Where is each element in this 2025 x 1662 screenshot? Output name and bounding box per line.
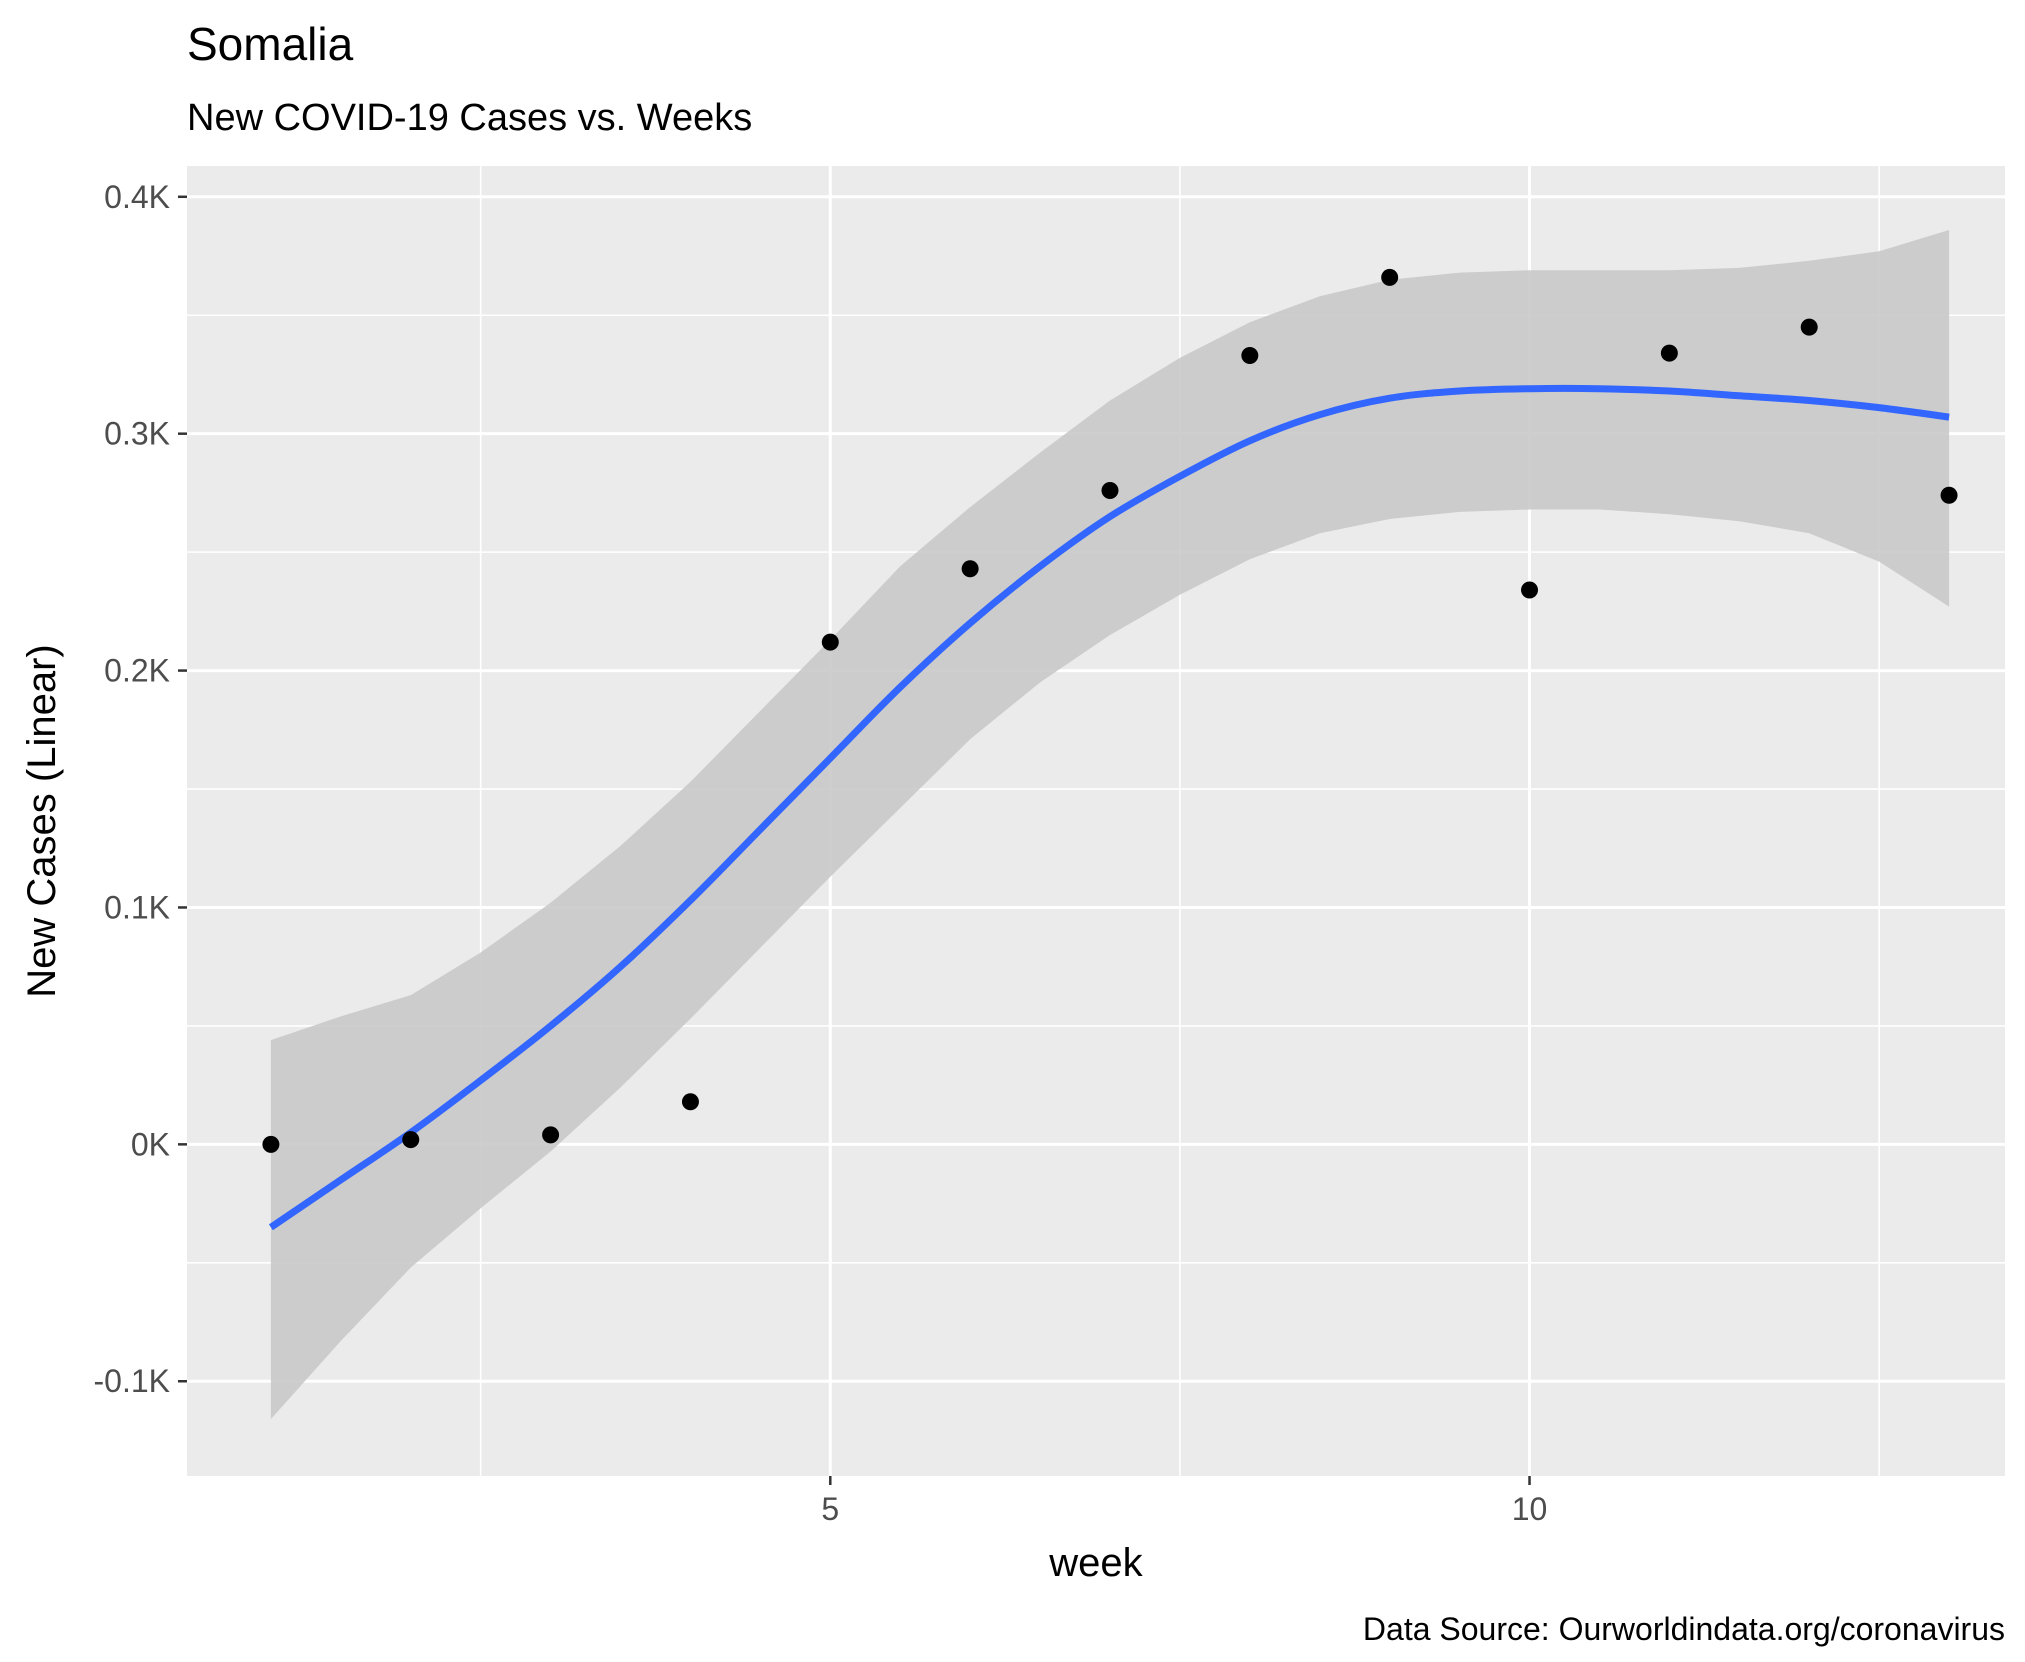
x-axis: 5 10 xyxy=(821,1476,1547,1527)
chart-title: Somalia xyxy=(187,18,354,70)
y-tick-label: 0.1K xyxy=(104,889,170,925)
data-point xyxy=(542,1126,560,1144)
chart-caption: Data Source: Ourworldindata.org/coronavi… xyxy=(1363,1611,2005,1647)
y-tick-label: 0.3K xyxy=(104,416,170,452)
x-tick-label: 5 xyxy=(821,1491,839,1527)
data-point xyxy=(1660,344,1678,362)
data-point xyxy=(1800,318,1818,336)
data-point xyxy=(961,560,979,578)
y-tick-label: 0K xyxy=(131,1126,170,1162)
x-axis-title: week xyxy=(1048,1541,1143,1585)
smooth-line xyxy=(268,384,1950,1231)
y-axis-title: New Cases (Linear) xyxy=(20,644,64,997)
data-point xyxy=(1521,581,1539,599)
data-point xyxy=(821,633,839,651)
data-point xyxy=(681,1093,699,1111)
chart-subtitle: New COVID-19 Cases vs. Weeks xyxy=(187,97,752,139)
y-axis: -0.1K 0K 0.1K 0.2K 0.3K 0.4K xyxy=(94,179,187,1399)
data-point xyxy=(1101,482,1119,500)
data-point xyxy=(1381,268,1399,286)
y-tick-label: 0.4K xyxy=(104,179,170,215)
data-point xyxy=(262,1135,280,1153)
y-tick-label: -0.1K xyxy=(94,1363,170,1399)
confidence-ribbon xyxy=(270,230,1950,1420)
x-tick-label: 10 xyxy=(1512,1491,1548,1527)
y-tick-label: 0.2K xyxy=(104,653,170,689)
data-point xyxy=(1241,347,1259,365)
data-points xyxy=(262,268,1958,1153)
data-point xyxy=(402,1131,420,1149)
data-point xyxy=(1940,486,1958,504)
